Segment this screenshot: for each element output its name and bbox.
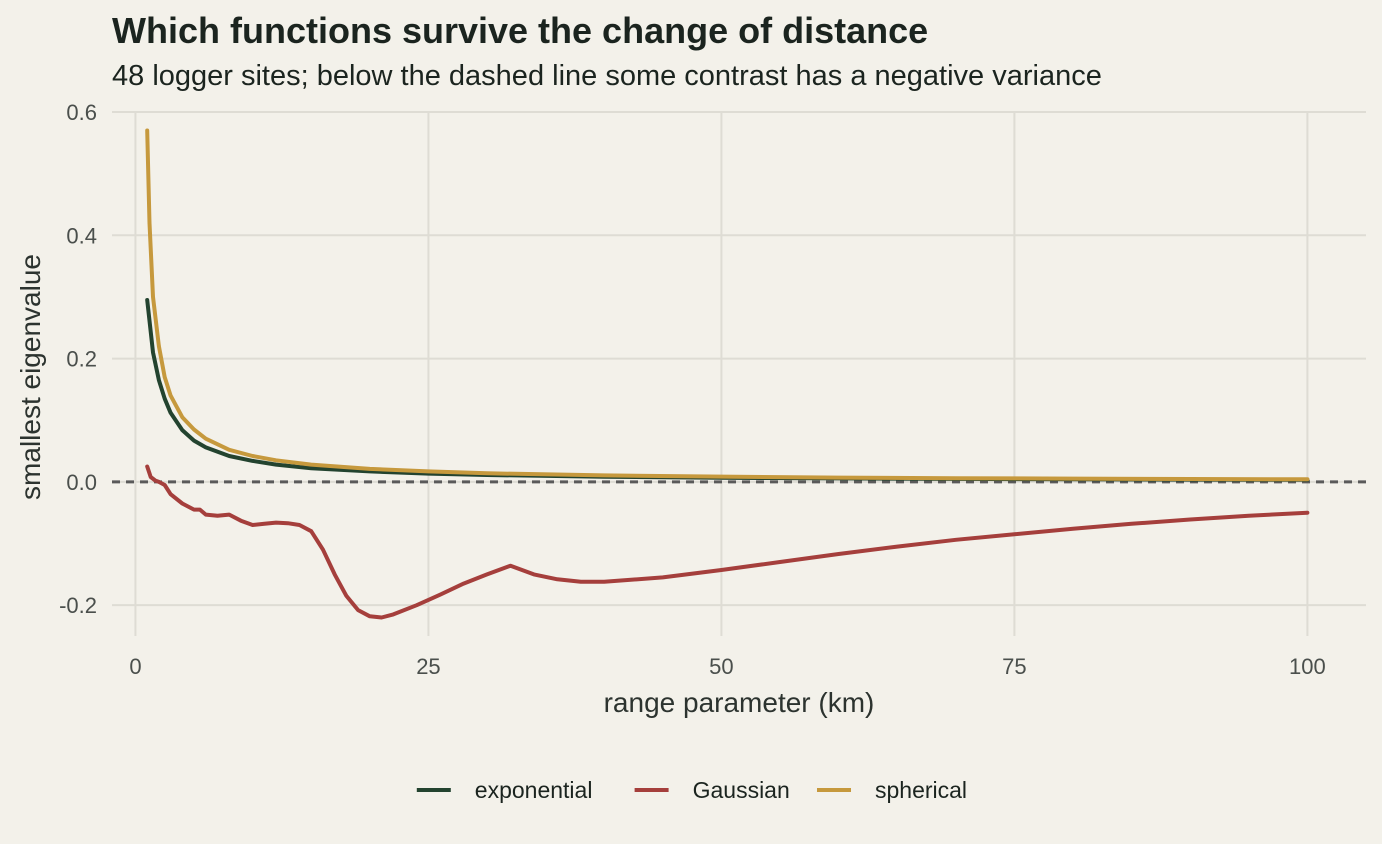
grid-lines [112, 111, 1366, 636]
series-line-gaussian [145, 464, 1310, 620]
legend-label-spherical: spherical [875, 777, 967, 803]
y-tick-label: 0.0 [66, 470, 97, 495]
y-tick-label: 0.2 [66, 347, 97, 372]
legend-label-gaussian: Gaussian [693, 777, 790, 803]
series-line-spherical [145, 128, 1310, 482]
chart-subtitle: 48 logger sites; below the dashed line s… [112, 60, 1102, 92]
y-tick-label: 0.6 [66, 100, 97, 125]
series-lines [145, 128, 1310, 620]
y-tick-label: -0.2 [59, 593, 97, 618]
series-line-exponential [145, 298, 1310, 482]
y-tick-label: 0.4 [66, 223, 97, 248]
x-tick-label: 50 [709, 654, 733, 679]
x-axis-ticks: 0 25 50 75 100 [129, 654, 1325, 679]
legend: exponential Gaussian spherical [416, 777, 967, 803]
x-tick-label: 25 [416, 654, 440, 679]
y-axis-ticks: -0.2 0.0 0.2 0.4 0.6 [59, 100, 97, 618]
x-axis-title: range parameter (km) [604, 687, 875, 718]
x-tick-label: 0 [129, 654, 141, 679]
chart-title: Which functions survive the change of di… [112, 10, 929, 51]
x-tick-label: 100 [1289, 654, 1326, 679]
y-axis-title: smallest eigenvalue [15, 254, 46, 500]
legend-label-exponential: exponential [475, 777, 593, 803]
x-tick-label: 75 [1002, 654, 1026, 679]
